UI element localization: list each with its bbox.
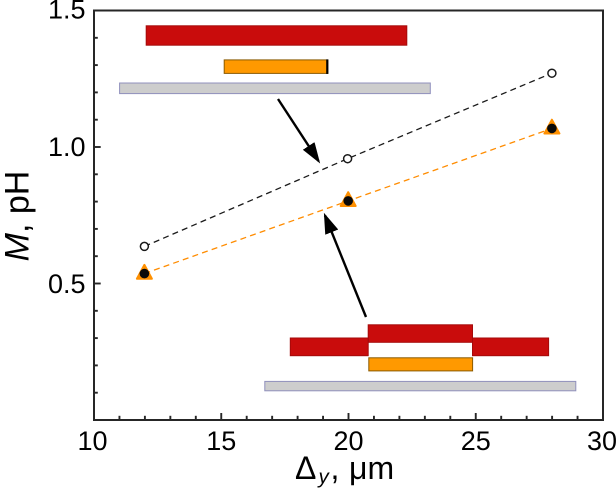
- svg-text:10: 10: [77, 426, 107, 456]
- svg-text:0.5: 0.5: [48, 269, 86, 299]
- svg-text:M, pH: M, pH: [0, 171, 37, 262]
- svg-text:Δy,μm: Δy, μm: [295, 450, 394, 489]
- svg-text:20: 20: [333, 426, 363, 456]
- svg-text:30: 30: [587, 426, 616, 456]
- svg-text:1.5: 1.5: [48, 0, 86, 25]
- svg-text:15: 15: [206, 426, 236, 456]
- svg-text:25: 25: [461, 426, 491, 456]
- svg-text:1.0: 1.0: [48, 132, 86, 162]
